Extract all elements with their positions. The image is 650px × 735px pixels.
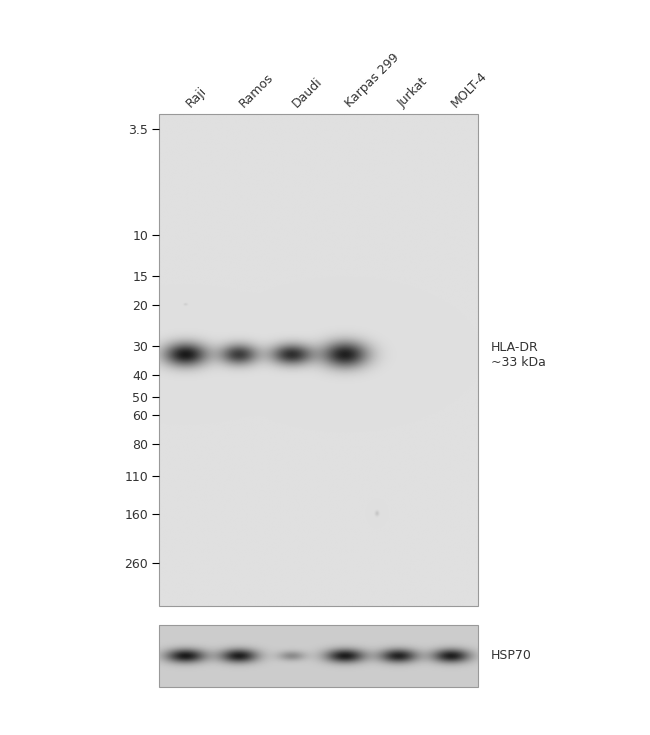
Text: Raji: Raji — [183, 85, 209, 110]
Text: Daudi: Daudi — [289, 75, 324, 110]
Text: Jurkat: Jurkat — [395, 76, 430, 110]
Text: MOLT-4: MOLT-4 — [448, 69, 489, 110]
Text: HLA-DR
~33 kDa: HLA-DR ~33 kDa — [491, 341, 546, 369]
Text: Karpas 299: Karpas 299 — [343, 51, 402, 110]
Text: Ramos: Ramos — [237, 71, 276, 110]
Text: HSP70: HSP70 — [491, 650, 532, 662]
